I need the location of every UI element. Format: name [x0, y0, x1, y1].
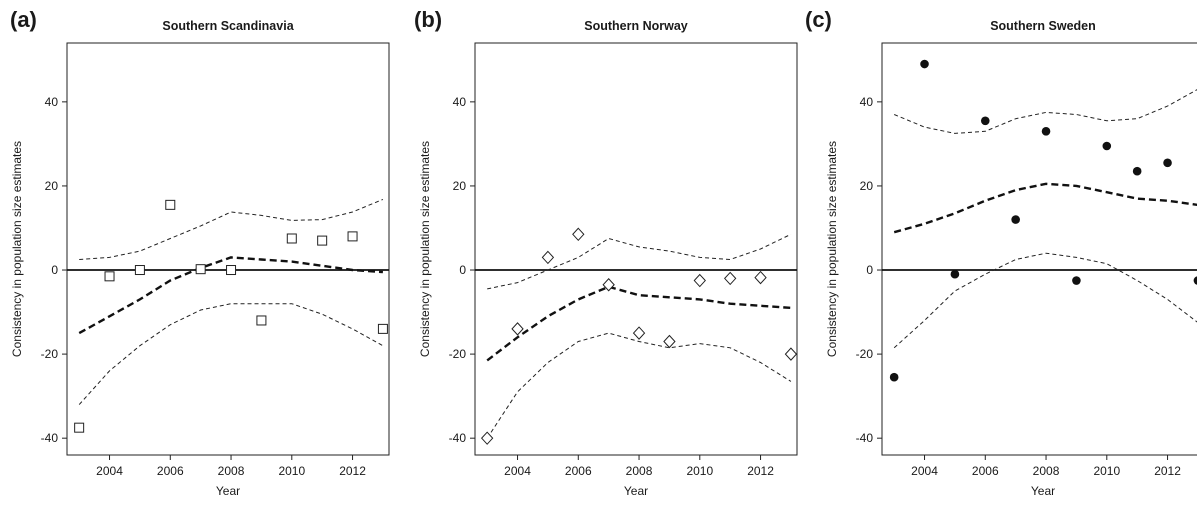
panel-a-data-point [377, 323, 388, 334]
panel-a: (a) Southern Scandinavia Consistency in … [10, 7, 390, 498]
panel-c-lower-band-line [893, 252, 1197, 349]
panel-c-y-axis-label: Consistency in population size estimates [825, 141, 839, 357]
panel-a-x-axis-label: Year [216, 484, 240, 498]
panel-c-upper-band-line [894, 89, 1197, 134]
panel-c-y-tick-label: -40 [856, 431, 874, 445]
panel-b-data-point [723, 271, 737, 286]
panel-b-plot-frame [474, 42, 798, 456]
panel-c-data-point [950, 269, 960, 279]
panel-b-plot: -40 -20 0 20 40 2004 2006 2008 2010 2012 [449, 42, 798, 478]
panel-b: (b) Southern Norway Consistency in popul… [414, 7, 798, 498]
panel-c-title: Southern Sweden [990, 19, 1096, 33]
panel-b-data-point [784, 347, 798, 361]
panel-c: (c) Southern Sweden Consistency in popul… [805, 7, 1197, 498]
panel-c-data-point [889, 372, 899, 382]
panel-c-x-axis-label: Year [1031, 484, 1055, 498]
panel-a-title: Southern Scandinavia [162, 19, 294, 33]
panel-a-plot-frame [66, 42, 390, 456]
panel-b-data-point [572, 227, 585, 242]
panel-c-data-point [1163, 158, 1172, 168]
panel-a-data-point [165, 199, 176, 210]
panel-b-data-point [693, 273, 706, 288]
panel-a-x-tick-label: 2008 [218, 464, 245, 478]
panel-a-data-point [286, 233, 297, 244]
panel-a-y-tick-label: 40 [45, 95, 59, 109]
panel-b-x-tick-label: 2008 [626, 464, 653, 478]
panel-a-lower-band-line [78, 303, 384, 405]
panel-a-trend-line [78, 256, 383, 335]
panel-b-trend-line [486, 285, 791, 362]
panel-c-plot: -40 -20 0 20 40 2004 2006 2008 2010 2012 [856, 42, 1197, 478]
panel-b-upper-band-line [487, 233, 792, 290]
panel-c-letter: (c) [805, 7, 832, 32]
panel-b-data-point [754, 270, 767, 285]
panel-c-data-point [920, 59, 929, 69]
panel-b-letter: (b) [414, 7, 442, 32]
panel-b-y-tick-label: 20 [453, 179, 467, 193]
panel-c-data-point [1193, 276, 1197, 285]
panel-a-y-axis-label: Consistency in population size estimates [10, 141, 24, 357]
panel-a-data-point [74, 422, 85, 433]
panel-a-data-point [347, 231, 358, 242]
panel-b-x-tick-label: 2006 [565, 464, 592, 478]
panel-a-y-tick-label: 0 [51, 263, 58, 277]
panel-c-plot-frame [881, 42, 1197, 456]
panel-b-x-tick-label: 2012 [747, 464, 774, 478]
panel-b-data-point [480, 431, 494, 445]
panel-a-x-tick-label: 2006 [157, 464, 184, 478]
panel-b-y-axis-label: Consistency in population size estimates [418, 141, 432, 357]
panel-a-data-point [317, 235, 328, 246]
panel-c-data-point [1041, 126, 1051, 136]
panel-a-data-point [195, 264, 206, 275]
panel-a-x-tick-label: 2010 [278, 464, 305, 478]
panel-c-x-tick-label: 2004 [911, 464, 938, 478]
panel-b-x-axis-label: Year [624, 484, 648, 498]
panel-a-data-point [104, 271, 115, 282]
panel-c-x-tick-label: 2006 [972, 464, 999, 478]
panel-c-data-point [1072, 276, 1081, 285]
panel-b-y-tick-label: 40 [453, 95, 467, 109]
panel-c-data-point [1132, 166, 1142, 176]
panel-b-y-tick-label: -40 [449, 431, 467, 445]
panel-a-x-tick-label: 2004 [96, 464, 123, 478]
panel-a-data-point [226, 265, 237, 276]
panel-a-x-tick-label: 2012 [339, 464, 366, 478]
panel-c-x-tick-label: 2008 [1033, 464, 1060, 478]
panel-c-y-tick-label: 0 [866, 263, 873, 277]
panel-c-trend-line [893, 182, 1197, 234]
panel-b-data-point [511, 322, 524, 336]
panel-b-x-tick-label: 2004 [504, 464, 531, 478]
panel-b-title: Southern Norway [584, 19, 688, 33]
panel-a-y-tick-label: 20 [45, 179, 59, 193]
panel-b-data-point [632, 326, 646, 340]
panel-b-data-point [663, 334, 676, 349]
panel-a-data-point [256, 315, 267, 326]
panel-b-data-point [541, 250, 555, 265]
panel-c-x-tick-label: 2010 [1093, 464, 1120, 478]
panel-c-data-point [1011, 215, 1020, 224]
panel-c-y-tick-label: 40 [860, 95, 874, 109]
panel-c-y-tick-label: -20 [856, 347, 874, 361]
panel-b-x-tick-label: 2010 [686, 464, 713, 478]
panel-b-data-point [602, 277, 615, 292]
panel-a-plot: -40 -20 0 20 40 2004 2006 2008 2010 2012 [41, 42, 390, 478]
panel-a-upper-band-line [79, 198, 384, 260]
panel-c-data-point [980, 116, 990, 126]
panel-b-y-tick-label: -20 [449, 347, 467, 361]
panel-c-y-tick-label: 20 [860, 179, 874, 193]
panel-a-y-tick-label: -40 [41, 431, 59, 445]
panel-c-data-point [1102, 141, 1112, 151]
panel-a-y-tick-label: -20 [41, 347, 59, 361]
panel-b-y-tick-label: 0 [459, 263, 466, 277]
panel-a-letter: (a) [10, 7, 37, 32]
panel-c-x-tick-label: 2012 [1154, 464, 1181, 478]
panel-b-lower-band-line [486, 332, 792, 439]
panel-a-data-point [134, 265, 145, 276]
